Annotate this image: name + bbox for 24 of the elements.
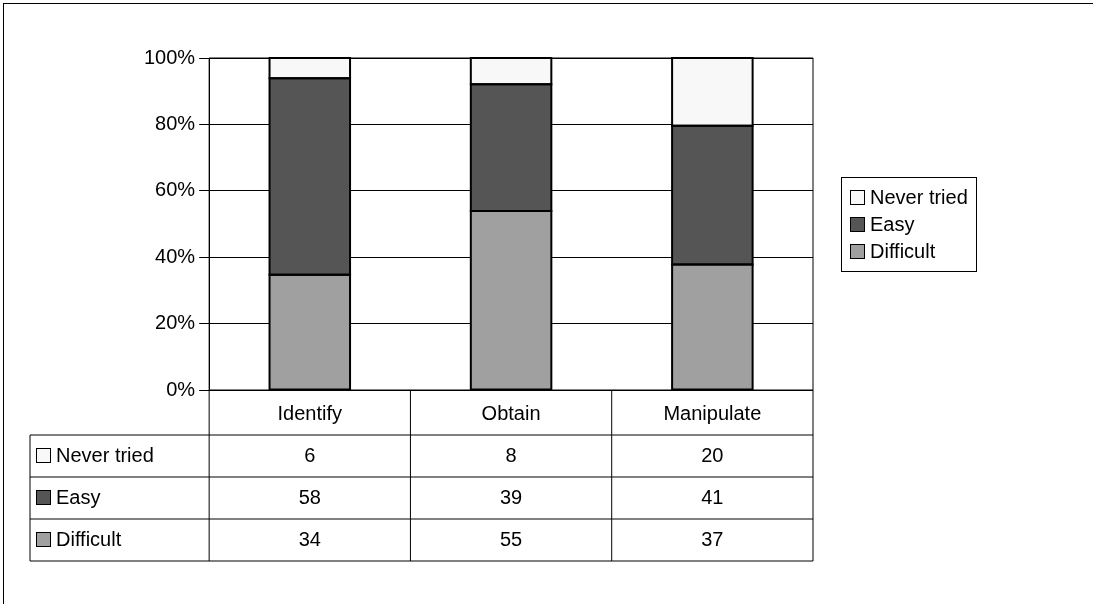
text: Never tried bbox=[56, 444, 154, 466]
text: 41 bbox=[701, 485, 724, 508]
y-tick-label: 100% bbox=[144, 45, 196, 68]
text: 8 bbox=[505, 443, 517, 466]
y-tick-label: 60% bbox=[155, 178, 196, 201]
text: 58 bbox=[298, 485, 321, 508]
x-tick-label: Obtain bbox=[481, 401, 541, 424]
y-tick-label: 20% bbox=[155, 311, 196, 334]
y-tick-label: 40% bbox=[155, 244, 196, 267]
text: 37 bbox=[701, 527, 724, 550]
x-tick-label: Identify bbox=[277, 401, 343, 424]
text: Easy bbox=[56, 486, 101, 508]
text: 6 bbox=[304, 443, 316, 466]
text: 39 bbox=[499, 485, 523, 508]
text: 34 bbox=[298, 527, 321, 550]
text: Never tried bbox=[870, 185, 968, 209]
y-tick-label: 80% bbox=[155, 111, 196, 134]
text: 55 bbox=[499, 527, 523, 550]
y-tick-label: 0% bbox=[166, 377, 196, 400]
text: Difficult bbox=[56, 528, 122, 550]
text: 20 bbox=[701, 443, 724, 466]
legend-label: Difficult bbox=[870, 239, 936, 263]
x-tick-label: Manipulate bbox=[663, 401, 762, 424]
legend-label: Easy bbox=[870, 212, 915, 236]
